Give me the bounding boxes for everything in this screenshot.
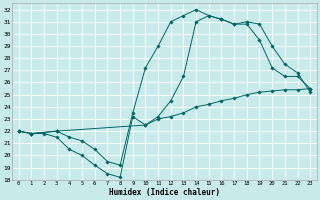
X-axis label: Humidex (Indice chaleur): Humidex (Indice chaleur) bbox=[109, 188, 220, 197]
